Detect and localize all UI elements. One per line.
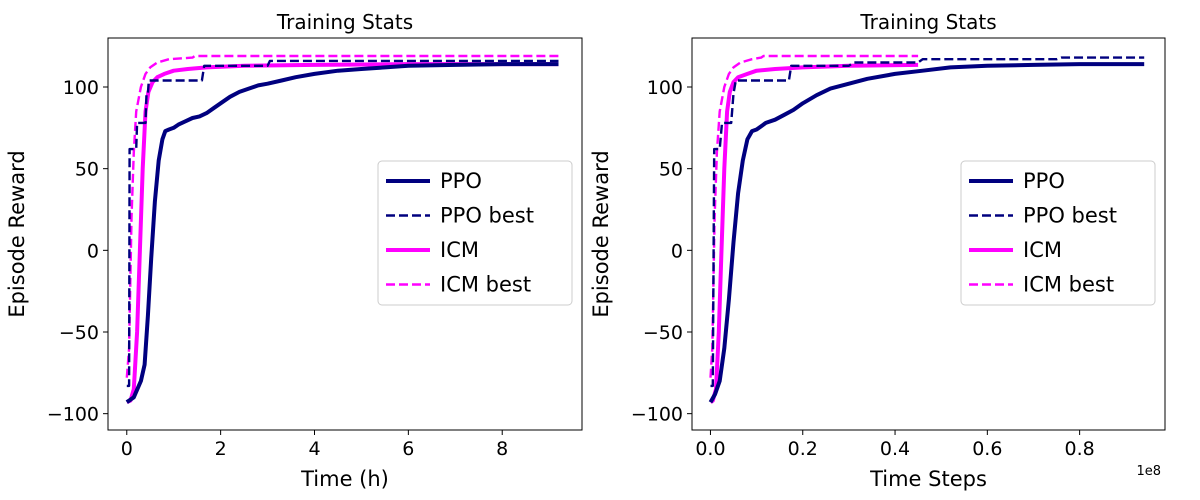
y-tick-label: 0 xyxy=(87,240,99,262)
y-tick-label: −50 xyxy=(643,322,683,344)
legend-box xyxy=(960,160,1156,306)
x-axis-label: Time (h) xyxy=(300,467,389,491)
y-tick-label: 100 xyxy=(63,77,99,99)
y-tick-label: 50 xyxy=(75,159,99,181)
legend-label: PPO xyxy=(1023,169,1065,193)
x-tick-label: 2 xyxy=(215,438,227,460)
series-line-ppo xyxy=(708,62,1145,404)
series-line-icm-best xyxy=(709,54,919,378)
x-tick-label: 0.8 xyxy=(1065,438,1095,460)
legend-label: ICM xyxy=(1023,238,1062,262)
series-line-icm-best xyxy=(125,54,559,378)
legend-label: PPO xyxy=(440,169,482,193)
y-tick-label: 100 xyxy=(647,77,683,99)
y-axis-label: Episode Reward xyxy=(5,150,29,317)
x-tick-label: 4 xyxy=(308,438,320,460)
plot-frame xyxy=(691,37,1166,431)
series-line-ppo-best xyxy=(126,59,559,388)
x-axis-offset-label: 1e8 xyxy=(1136,464,1161,479)
legend-label: PPO best xyxy=(1023,204,1117,228)
y-tick-label: −100 xyxy=(631,404,683,426)
y-tick-label: 50 xyxy=(659,159,683,181)
legend: PPO PPO best ICM ICM best xyxy=(377,160,573,306)
legend-box xyxy=(377,160,573,306)
series-lines xyxy=(708,54,1145,404)
legend-label: ICM best xyxy=(1023,273,1114,297)
series-line-ppo xyxy=(125,62,559,404)
legend-label: PPO best xyxy=(440,204,534,228)
x-tick-label: 0.6 xyxy=(972,438,1002,460)
x-axis-label: Time Steps xyxy=(869,467,987,491)
chart-title: Training Stats xyxy=(276,10,413,34)
legend-label: ICM best xyxy=(440,273,531,297)
plot-frame xyxy=(107,37,583,431)
x-tick-label: 0.4 xyxy=(880,438,910,460)
series-line-ppo-best xyxy=(710,56,1145,388)
y-tick-label: 0 xyxy=(671,240,683,262)
x-tick-label: 0.2 xyxy=(788,438,818,460)
x-tick-label: 8 xyxy=(496,438,508,460)
series-line-icm xyxy=(709,62,919,404)
chart-right: Training Stats −100 −50 0 50 100 0.0 0.2 0.4 0.6 0… xyxy=(589,10,1166,491)
x-tick-label: 6 xyxy=(402,438,414,460)
chart-title: Training Stats xyxy=(859,10,996,34)
x-tick-label: 0 xyxy=(121,438,133,460)
chart-left: Training Stats −100 −50 0 50 100 0 2 4 6 8 Time (h)… xyxy=(5,10,583,491)
y-tick-label: −100 xyxy=(47,404,99,426)
series-lines xyxy=(125,54,559,405)
legend-label: ICM xyxy=(440,238,479,262)
legend: PPO PPO best ICM ICM best xyxy=(960,160,1156,306)
y-axis-label: Episode Reward xyxy=(589,150,613,317)
y-tick-label: −50 xyxy=(59,322,99,344)
x-tick-label: 0.0 xyxy=(695,438,725,460)
